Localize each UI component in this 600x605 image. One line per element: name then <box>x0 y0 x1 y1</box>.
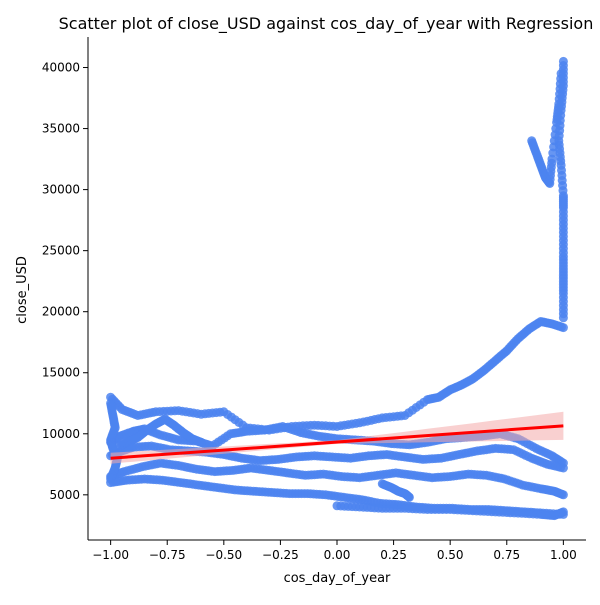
y-ticks: 5000 10000 15000 20000 25000 30000 35000 40000 <box>42 61 88 502</box>
chart-title: Scatter plot of close_USD against cos_da… <box>59 14 594 34</box>
data-point <box>559 490 568 499</box>
x-axis-label: cos_day_of_year <box>284 571 391 586</box>
y-tick-label: 25000 <box>42 244 80 258</box>
x-tick-label: 0.00 <box>324 548 351 562</box>
data-point <box>559 323 568 332</box>
x-tick-label: −0.50 <box>205 548 242 562</box>
x-tick-label: −0.75 <box>149 548 186 562</box>
y-tick-label: 40000 <box>42 61 80 75</box>
y-tick-label: 5000 <box>49 488 80 502</box>
y-tick-label: 10000 <box>42 427 80 441</box>
x-ticks: −1.00 −0.75 −0.50 −0.25 0.00 0.25 0.50 0.75 1.00 <box>92 540 576 562</box>
x-tick-label: 0.75 <box>493 548 520 562</box>
y-tick-label: 30000 <box>42 183 80 197</box>
data-point <box>559 57 568 66</box>
x-tick-label: 1.00 <box>550 548 577 562</box>
data-point <box>106 475 115 484</box>
x-tick-label: −1.00 <box>92 548 129 562</box>
x-tick-label: −0.25 <box>262 548 299 562</box>
y-axis-label: close_USD <box>15 256 30 324</box>
x-tick-label: 0.50 <box>437 548 464 562</box>
y-tick-label: 35000 <box>42 122 80 136</box>
data-point <box>197 438 206 447</box>
data-point <box>557 69 566 78</box>
data-point <box>559 464 568 473</box>
y-tick-label: 15000 <box>42 366 80 380</box>
y-tick-label: 20000 <box>42 305 80 319</box>
data-point <box>405 493 414 502</box>
x-tick-label: 0.25 <box>380 548 407 562</box>
data-point <box>559 507 568 516</box>
